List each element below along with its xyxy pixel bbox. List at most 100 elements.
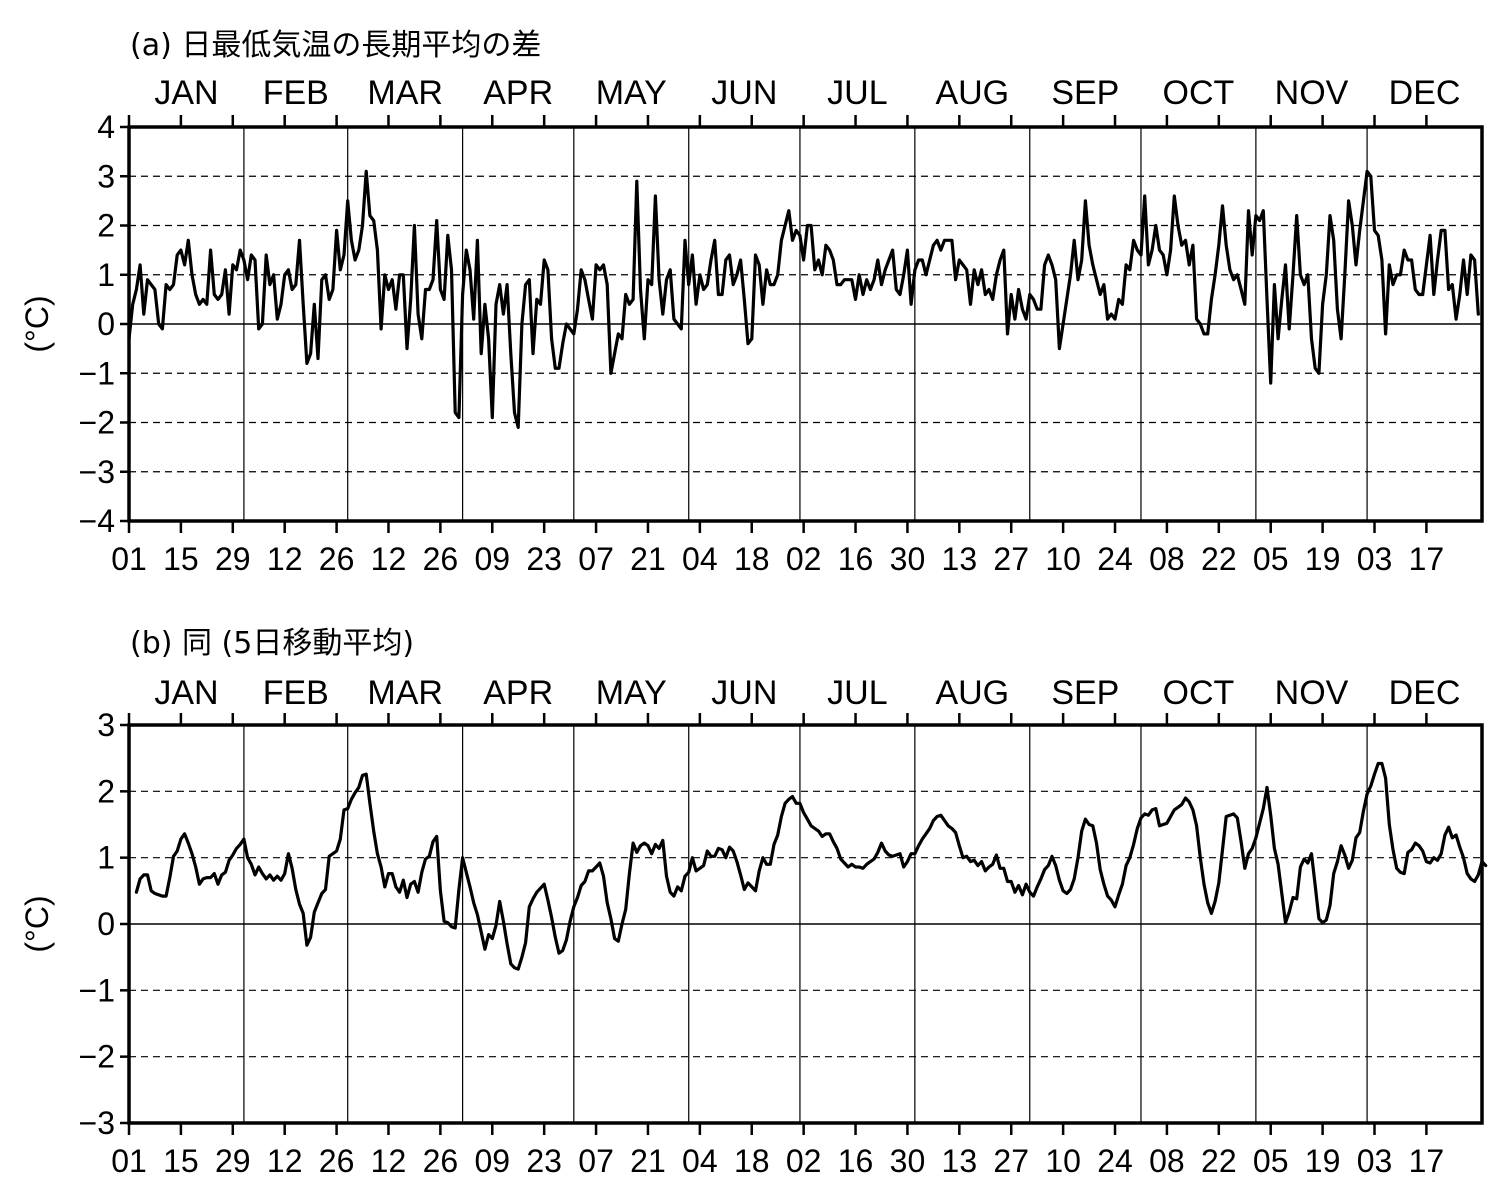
chart-a-ytick-label: 2	[97, 208, 115, 244]
chart-a-month-label: JAN	[154, 74, 218, 112]
chart-a-xtick-label: 15	[163, 541, 199, 577]
chart-b-ytick-label: 1	[97, 840, 115, 876]
chart-a-month-label: JUL	[827, 74, 887, 112]
chart-a-ytick-label: −1	[79, 355, 115, 391]
chart-a-ytick-label: 0	[97, 306, 115, 342]
chart-a-xtick-label: 09	[474, 541, 510, 577]
chart-b-title: (b) 同 (5日移動平均)	[130, 626, 415, 661]
chart-b-xtick-label: 08	[1149, 1143, 1185, 1179]
chart-b-month-label: AUG	[935, 674, 1009, 712]
chart-b-month-label: JUN	[711, 674, 777, 712]
chart-a-ytick-label: 3	[97, 158, 115, 194]
chart-b-series-line	[134, 761, 1488, 971]
chart-a-xtick-label: 27	[993, 541, 1029, 577]
chart-b-xtick-label: 04	[682, 1143, 718, 1179]
chart-a-title: (a) 日最低気温の長期平均の差	[130, 28, 542, 63]
chart-b-xtick-label: 22	[1201, 1143, 1237, 1179]
chart-b-ytick-label: 2	[97, 773, 115, 809]
chart-a-xtick-label: 12	[267, 541, 303, 577]
chart-b-ytick-label: −2	[79, 1039, 115, 1075]
chart-b-month-label: OCT	[1163, 674, 1235, 712]
chart-b-ytick-label: −3	[79, 1105, 115, 1141]
chart-a-xtick-label: 26	[423, 541, 459, 577]
chart-b-xtick-label: 17	[1409, 1143, 1445, 1179]
chart-a-month-label: AUG	[935, 74, 1009, 112]
chart-b-xtick-label: 09	[474, 1143, 510, 1179]
chart-b-month-label: JUL	[827, 674, 887, 712]
chart-b-xtick-label: 13	[942, 1143, 978, 1179]
chart-a-xtick-label: 13	[942, 541, 978, 577]
chart-a-xtick-label: 30	[890, 541, 926, 577]
chart-a-month-label: SEP	[1051, 74, 1119, 112]
chart-a-month-label: MAR	[367, 74, 443, 112]
chart-b-xtick-label: 24	[1097, 1143, 1133, 1179]
chart-a-xtick-label: 19	[1305, 541, 1341, 577]
chart-a-ytick-label: 1	[97, 257, 115, 293]
chart-a-month-label: NOV	[1275, 74, 1349, 112]
chart-b-xtick-label: 10	[1045, 1143, 1081, 1179]
chart-a-xtick-label: 26	[319, 541, 355, 577]
chart-a-month-label: JUN	[711, 74, 777, 112]
chart-b-xtick-label: 27	[993, 1143, 1029, 1179]
chart-b-month-label: SEP	[1051, 674, 1119, 712]
chart-a-xtick-label: 21	[630, 541, 666, 577]
chart-b-xtick-label: 07	[578, 1143, 614, 1179]
chart-b-month-label: APR	[483, 674, 553, 712]
chart-b-xtick-label: 02	[786, 1143, 822, 1179]
chart-b-xtick-label: 18	[734, 1143, 770, 1179]
chart-b-xtick-label: 03	[1357, 1143, 1393, 1179]
chart-a-xtick-label: 04	[682, 541, 718, 577]
chart-a-month-label: DEC	[1389, 74, 1461, 112]
chart-a-xtick-label: 12	[371, 541, 407, 577]
chart-b-ytick-label: 0	[97, 906, 115, 942]
chart-a-plot-frame	[127, 125, 1484, 523]
chart-b-month-label: MAR	[367, 674, 443, 712]
chart-a-xtick-label: 08	[1149, 541, 1185, 577]
chart-a-xtick-label: 22	[1201, 541, 1237, 577]
chart-b-month-label: MAY	[596, 674, 667, 712]
chart-a-xtick-label: 02	[786, 541, 822, 577]
chart-b-ylabel: (°C)	[19, 895, 55, 952]
chart-a-xtick-label: 10	[1045, 541, 1081, 577]
chart-a-xtick-label: 03	[1357, 541, 1393, 577]
chart-a-xtick-label: 17	[1409, 541, 1445, 577]
chart-b-xtick-label: 30	[890, 1143, 926, 1179]
chart-a-xtick-label: 05	[1253, 541, 1289, 577]
chart-a-month-label: FEB	[263, 74, 329, 112]
chart-b-month-label: FEB	[263, 674, 329, 712]
chart-a-xtick-label: 07	[578, 541, 614, 577]
chart-a-month-label: APR	[483, 74, 553, 112]
chart-b-ytick-label: 3	[97, 707, 115, 743]
chart-a-ytick-label: 4	[97, 109, 115, 145]
chart-a-xtick-label: 24	[1097, 541, 1133, 577]
chart-b-xtick-label: 15	[163, 1143, 199, 1179]
chart-b-xtick-label: 16	[838, 1143, 874, 1179]
chart-b-ytick-label: −1	[79, 972, 115, 1008]
chart-b-month-label: NOV	[1275, 674, 1349, 712]
chart-a-month-label: MAY	[596, 74, 667, 112]
chart-a-xtick-label: 23	[526, 541, 562, 577]
chart-a-ytick-label: −3	[79, 454, 115, 490]
chart-a-ylabel: (°C)	[19, 295, 55, 352]
chart-b-xtick-label: 12	[267, 1143, 303, 1179]
chart-b-xtick-label: 29	[215, 1143, 251, 1179]
chart-b-xtick-label: 05	[1253, 1143, 1289, 1179]
chart-b-xtick-label: 26	[423, 1143, 459, 1179]
chart-b-xtick-label: 26	[319, 1143, 355, 1179]
chart-b-xtick-label: 01	[111, 1143, 147, 1179]
chart-a-series-line	[127, 169, 1480, 429]
chart-a-xtick-label: 18	[734, 541, 770, 577]
chart-b-plot-frame	[127, 723, 1484, 1125]
chart-b-month-label: JAN	[154, 674, 218, 712]
chart-a-xtick-label: 16	[838, 541, 874, 577]
chart-b-xtick-label: 21	[630, 1143, 666, 1179]
chart-a-xtick-label: 01	[111, 541, 147, 577]
chart-b-month-label: DEC	[1389, 674, 1461, 712]
chart-b-xtick-label: 12	[371, 1143, 407, 1179]
chart-a-ytick-label: −2	[79, 405, 115, 441]
chart-b-xtick-label: 23	[526, 1143, 562, 1179]
chart-a-xtick-label: 29	[215, 541, 251, 577]
chart-b-xtick-label: 19	[1305, 1143, 1341, 1179]
chart-a-ytick-label: −4	[79, 503, 115, 539]
